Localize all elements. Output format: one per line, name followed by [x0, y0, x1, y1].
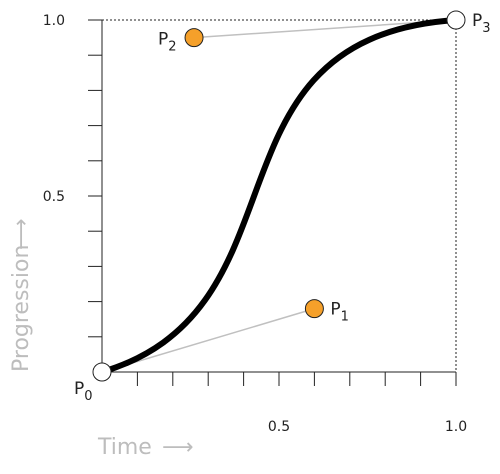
label-p1: P1 [330, 300, 349, 325]
point-p3[interactable] [446, 10, 466, 30]
x-axis-title: Time [97, 435, 152, 460]
point-p2[interactable] [184, 28, 204, 48]
minor-ticks [88, 19, 457, 386]
label-p0: P0 [74, 379, 93, 404]
bezier-curve [99, 17, 459, 375]
point-labels: P0 P1 P2 P3 [74, 11, 491, 404]
y-tick-label: 0.5 [43, 189, 65, 205]
control-handles [101, 19, 457, 373]
point-p0[interactable] [92, 362, 112, 382]
x-axis-arrow: ⟶ [162, 435, 194, 460]
control-handle-line [101, 307, 315, 373]
x-tick-label: 0.5 [268, 419, 290, 435]
tick-labels: 0.5 1.0 0.5 1.0 [43, 13, 467, 435]
point-p1[interactable] [304, 299, 324, 319]
label-p3: P3 [472, 11, 491, 36]
y-axis-title: Progression [9, 245, 34, 372]
label-p2: P2 [158, 30, 177, 55]
control-points [92, 10, 466, 382]
y-tick-label: 1.0 [43, 13, 65, 29]
x-tick-label: 1.0 [445, 419, 467, 435]
y-axis-arrow: ⟶ [9, 218, 34, 250]
